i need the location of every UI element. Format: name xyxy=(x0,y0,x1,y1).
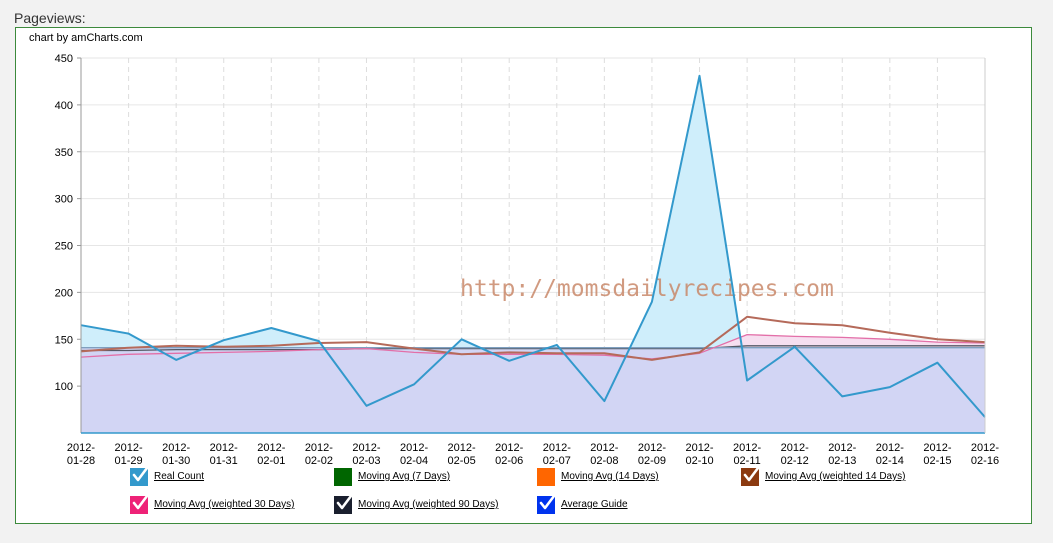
y-tick-label: 200 xyxy=(55,287,73,299)
moving-avg-weighted-90-days-line xyxy=(81,345,985,352)
color-swatch-icon[interactable] xyxy=(537,468,555,486)
average-guide-area xyxy=(81,347,985,433)
legend-label[interactable]: Moving Avg (weighted 30 Days) xyxy=(154,499,295,510)
x-tick-label: 2012-02-16 xyxy=(971,442,999,467)
x-tick-label: 2012-02-05 xyxy=(448,442,476,467)
legend-label[interactable]: Average Guide xyxy=(561,499,628,510)
watermark-text: http://momsdailyrecipes.com xyxy=(460,276,834,302)
legend-label[interactable]: Moving Avg (weighted 14 Days) xyxy=(765,471,906,482)
checkmark-icon[interactable] xyxy=(130,494,149,514)
x-tick-label: 2012-02-04 xyxy=(400,442,428,467)
x-tick-label: 2012-02-09 xyxy=(638,442,666,467)
chart-credit[interactable]: chart by amCharts.com xyxy=(29,32,143,44)
legend-label[interactable]: Moving Avg (14 Days) xyxy=(561,471,659,482)
x-tick-label: 2012-01-29 xyxy=(115,442,143,467)
x-tick-label: 2012-02-08 xyxy=(590,442,618,467)
axes: 100 150 200 250 300 350 400 450 2012-01-28 2012-0… xyxy=(55,53,1000,467)
x-tick-label: 2012-01-31 xyxy=(210,442,238,467)
x-tick-label: 2012-02-11 xyxy=(733,442,761,467)
color-swatch-icon[interactable] xyxy=(334,468,352,486)
y-tick-label: 250 xyxy=(55,241,73,253)
x-tick-label: 2012-01-30 xyxy=(162,442,190,467)
x-tick-label: 2012-02-13 xyxy=(828,442,856,467)
real-count-line xyxy=(80,74,986,418)
legend-label[interactable]: Moving Avg (7 Days) xyxy=(358,471,451,482)
checkmark-icon[interactable] xyxy=(537,494,556,514)
legend-label[interactable]: Moving Avg (weighted 90 Days) xyxy=(358,499,499,510)
checkmark-icon[interactable] xyxy=(741,466,760,486)
checkmark-icon[interactable] xyxy=(334,494,353,514)
pageviews-chart: http://momsdailyrecipes.com 100 150 200 250… xyxy=(55,53,1000,467)
x-tick-label: 2012-01-28 xyxy=(67,442,95,467)
x-tick-label: 2012-02-06 xyxy=(495,442,523,467)
x-tick-label: 2012-02-02 xyxy=(305,442,333,467)
series-areas xyxy=(81,75,985,434)
checkmark-icon[interactable] xyxy=(130,466,149,486)
y-tick-label: 300 xyxy=(55,194,73,206)
x-tick-label: 2012-02-10 xyxy=(685,442,713,467)
x-tick-label: 2012-02-12 xyxy=(781,442,809,467)
section-title: Pageviews: xyxy=(14,10,86,26)
x-tick-label: 2012-02-14 xyxy=(876,442,904,467)
x-tick-label: 2012-02-01 xyxy=(257,442,285,467)
x-tick-label: 2012-02-07 xyxy=(543,442,571,467)
y-tick-label: 450 xyxy=(55,53,73,65)
legend-label[interactable]: Real Count xyxy=(154,471,205,482)
moving-avg-weighted-30-days-line xyxy=(80,333,986,360)
y-tick-label: 400 xyxy=(55,100,73,112)
series-lines xyxy=(80,74,986,418)
chart-panel: chart by amCharts.com http://momsdailyre… xyxy=(15,27,1032,524)
x-tick-label: 2012-02-15 xyxy=(923,442,951,467)
y-tick-label: 150 xyxy=(55,334,73,346)
y-tick-label: 350 xyxy=(55,147,73,159)
x-tick-label: 2012-02-03 xyxy=(352,442,380,467)
y-tick-label: 100 xyxy=(55,381,73,393)
